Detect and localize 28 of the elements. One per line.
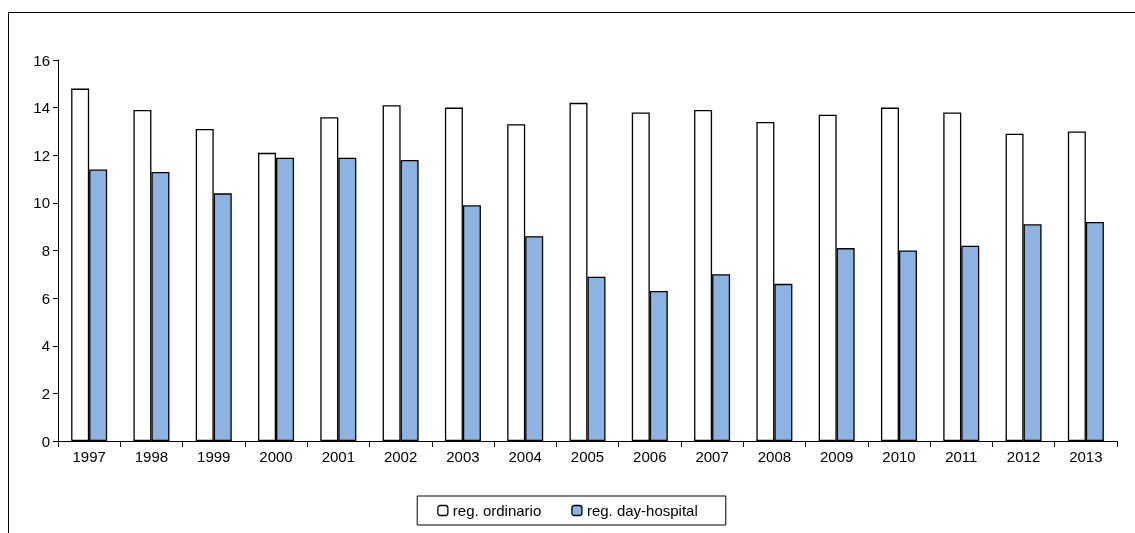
y-tick-label: 16 — [33, 51, 50, 69]
x-tick-label: 2012 — [1006, 448, 1041, 465]
y-tick-label: 12 — [33, 146, 50, 164]
y-tick-label: 10 — [33, 194, 50, 212]
x-tick-label: 2006 — [633, 448, 667, 465]
x-tick-label: 2002 — [383, 448, 418, 465]
x-tick-label: 2008 — [757, 448, 792, 465]
x-tick-label: 1998 — [134, 448, 169, 465]
x-tick-label: 2009 — [819, 448, 854, 465]
x-tick-label: 2005 — [570, 448, 605, 465]
legend-label: reg. day-hospital — [586, 502, 698, 519]
x-tick-label: 1999 — [197, 448, 231, 465]
x-tick-label: 2007 — [695, 448, 729, 465]
x-tick-label: 2001 — [321, 448, 356, 465]
x-tick-label: 2000 — [259, 448, 293, 465]
x-tick-label: 2004 — [508, 448, 542, 465]
y-tick-label: 2 — [41, 384, 50, 402]
y-tick-label: 4 — [41, 337, 50, 355]
y-tick-label: 14 — [33, 99, 50, 117]
x-tick-label: 1997 — [72, 448, 106, 465]
y-tick-label: 0 — [41, 432, 50, 450]
x-tick-label: 2011 — [945, 448, 978, 465]
x-tick-label: 2003 — [446, 448, 480, 465]
y-tick-label: 6 — [41, 289, 50, 307]
legend-label: reg. ordinario — [452, 502, 542, 519]
x-tick-label: 2013 — [1069, 448, 1103, 465]
x-tick-label: 2010 — [882, 448, 916, 465]
y-tick-label: 8 — [41, 242, 50, 259]
